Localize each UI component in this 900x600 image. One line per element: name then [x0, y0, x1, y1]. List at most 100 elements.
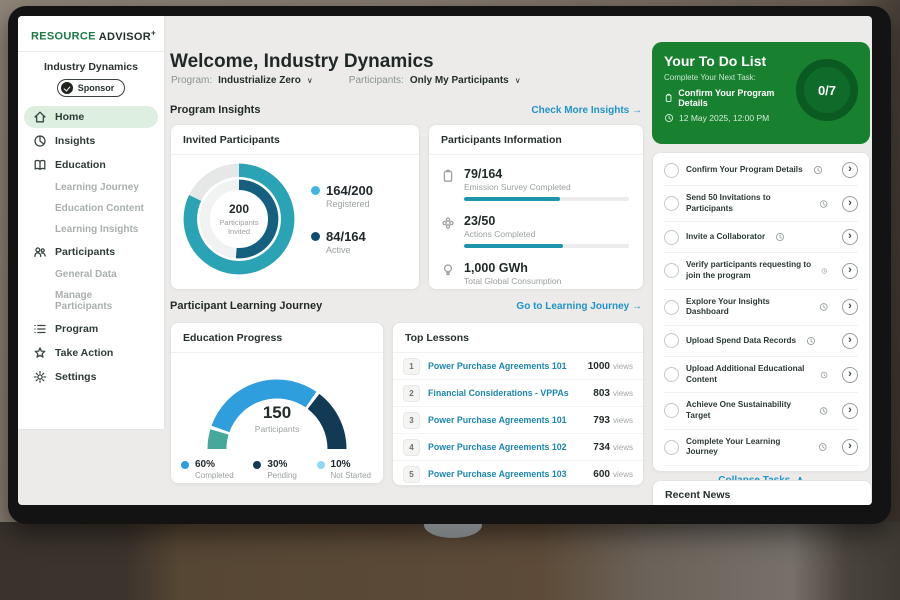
lesson-row[interactable]: 2 Financial Considerations - VPPAs 803 v…	[393, 380, 643, 407]
task-clock-icon	[819, 302, 829, 312]
lesson-link[interactable]: Financial Considerations - VPPAs	[428, 388, 569, 398]
participants-select-label: Participants:	[348, 75, 404, 86]
lesson-link[interactable]: Power Purchase Agreements 102	[428, 442, 567, 452]
task-checkbox[interactable]	[664, 333, 679, 349]
stat-icon	[441, 216, 455, 230]
sidebar-item[interactable]: Education Content	[24, 199, 158, 218]
sidebar-nav: Home Insights Education Learning	[18, 105, 164, 388]
sidebar-item-label: Education	[55, 158, 106, 171]
sidebar-item-icon	[33, 134, 47, 148]
task-checkbox[interactable]	[664, 367, 679, 383]
sponsor-badge: Sponsor	[56, 78, 126, 97]
sidebar-item-label: Home	[55, 110, 85, 123]
task-go-button[interactable]: ›	[842, 262, 858, 279]
sponsor-check-icon	[60, 81, 73, 94]
task-checkbox[interactable]	[664, 299, 679, 315]
lesson-rank-badge: 4	[403, 438, 420, 456]
task-go-button[interactable]: ›	[842, 366, 858, 383]
stat-icon	[441, 263, 455, 277]
participants-select[interactable]: Participants: Only My Participants ∨	[349, 75, 521, 86]
lesson-views-count: 793	[593, 414, 610, 426]
org-name: Industry Dynamics	[44, 60, 138, 73]
lesson-views-count: 803	[593, 387, 610, 399]
sidebar-item[interactable]: Learning Journey	[24, 178, 158, 197]
todo-task-row[interactable]: Complete Your Learning Journey ›	[664, 430, 858, 466]
task-go-button[interactable]: ›	[842, 229, 858, 246]
program-insights-header: Program Insights Check More Insights →	[170, 104, 642, 116]
program-select-label: Program:	[171, 75, 213, 86]
lesson-views-count: 1000	[587, 360, 610, 372]
sidebar-item-label: Participants	[55, 245, 116, 258]
task-clock-icon	[819, 199, 828, 209]
lesson-rank-badge: 3	[403, 411, 420, 429]
top-lessons-title: Top Lessons	[393, 323, 643, 353]
arrow-right-icon: →	[632, 104, 642, 116]
check-more-insights-link[interactable]: Check More Insights →	[531, 104, 642, 116]
todo-task-row[interactable]: Invite a Collaborator ›	[664, 222, 858, 254]
clock-icon	[664, 113, 674, 123]
todo-next-task: Confirm Your Program Details	[664, 88, 796, 108]
participants-select-value: Only My Participants	[409, 75, 509, 86]
go-to-learning-journey-link[interactable]: Go to Learning Journey →	[516, 300, 642, 312]
sidebar: RESOURCE ADVISOR+ Industry Dynamics Spons…	[18, 16, 164, 429]
task-label: Invite a Collaborator	[686, 231, 766, 241]
lesson-row[interactable]: 1 Power Purchase Agreements 101 1000 vie…	[393, 353, 643, 380]
todo-task-row[interactable]: Verify participants requesting to join t…	[664, 253, 858, 290]
sidebar-item[interactable]: Insights	[24, 130, 158, 152]
todo-task-row[interactable]: Send 50 Invitations to Participants ›	[664, 186, 858, 223]
todo-task-row[interactable]: Upload Spend Data Records ›	[664, 326, 858, 357]
legend-value: 30%	[267, 459, 288, 470]
lesson-link[interactable]: Power Purchase Agreements 101	[428, 361, 567, 371]
stat-progress-track	[464, 244, 629, 248]
program-insights-title: Program Insights	[170, 104, 261, 116]
sidebar-item[interactable]: Education	[24, 154, 158, 176]
sidebar-item[interactable]: Settings	[24, 366, 158, 388]
task-label: Explore Your Insights Dashboard	[686, 296, 770, 317]
lesson-link[interactable]: Power Purchase Agreements 103	[428, 469, 567, 479]
task-label: Complete Your Learning Journey	[686, 436, 781, 457]
task-checkbox[interactable]	[664, 162, 679, 178]
lesson-row[interactable]: 4 Power Purchase Agreements 102 734 view…	[393, 434, 643, 461]
task-go-button[interactable]: ›	[842, 402, 858, 419]
task-checkbox[interactable]	[664, 439, 679, 455]
task-checkbox[interactable]	[664, 403, 679, 419]
stat-label: Total Global Consumption	[464, 276, 562, 286]
sidebar-item[interactable]: Manage Participants	[24, 286, 158, 316]
sidebar-item[interactable]: Learning Insights	[24, 220, 158, 239]
task-checkbox[interactable]	[664, 196, 679, 212]
todo-task-row[interactable]: Achieve One Sustainability Target ›	[664, 393, 858, 430]
lesson-row[interactable]: 5 Power Purchase Agreements 103 600 view…	[393, 461, 643, 487]
task-go-button[interactable]: ›	[842, 439, 858, 456]
sidebar-item[interactable]: General Data	[24, 265, 158, 284]
lesson-views-suffix: views	[612, 388, 633, 398]
education-legend: 60% Completed 30% Pending 10% Not Starte…	[171, 451, 383, 480]
sidebar-item-label: Manage Participants	[55, 289, 113, 312]
sidebar-item[interactable]: Program	[24, 318, 158, 340]
task-checkbox[interactable]	[664, 263, 679, 279]
task-label: Send 50 Invitations to Participants	[686, 193, 771, 213]
filter-bar: Program: Industrialize Zero ∨ Participan…	[171, 75, 521, 86]
legend-label: Not Started	[330, 471, 371, 480]
todo-task-row[interactable]: Confirm Your Program Details ›	[664, 155, 858, 186]
sidebar-item[interactable]: Home	[24, 105, 158, 128]
legend-value: 164/200	[326, 183, 373, 198]
todo-task-row[interactable]: Upload Additional Educational Content ›	[664, 357, 858, 394]
sidebar-item[interactable]: Take Action	[24, 342, 158, 364]
task-label: Upload Spend Data Records	[686, 335, 797, 345]
task-go-button[interactable]: ›	[842, 162, 858, 178]
chevron-down-icon: ∨	[306, 76, 313, 85]
stat-label: Actions Completed	[464, 229, 536, 239]
todo-task-row[interactable]: Explore Your Insights Dashboard ›	[664, 290, 858, 326]
lesson-row[interactable]: 3 Power Purchase Agreements 101 793 view…	[393, 407, 643, 434]
task-checkbox[interactable]	[664, 229, 679, 245]
task-go-button[interactable]: ›	[842, 299, 858, 316]
legend-label: Pending	[267, 471, 297, 480]
stat-label: Emission Survey Completed	[464, 182, 571, 192]
task-go-button[interactable]: ›	[842, 195, 858, 212]
legend-dot-icon	[316, 460, 325, 469]
task-go-button[interactable]: ›	[842, 332, 858, 349]
lesson-views-suffix: views	[612, 415, 633, 425]
sidebar-item[interactable]: Participants	[24, 241, 158, 263]
program-select[interactable]: Program: Industrialize Zero ∨	[171, 75, 313, 86]
lesson-link[interactable]: Power Purchase Agreements 101	[428, 415, 567, 425]
